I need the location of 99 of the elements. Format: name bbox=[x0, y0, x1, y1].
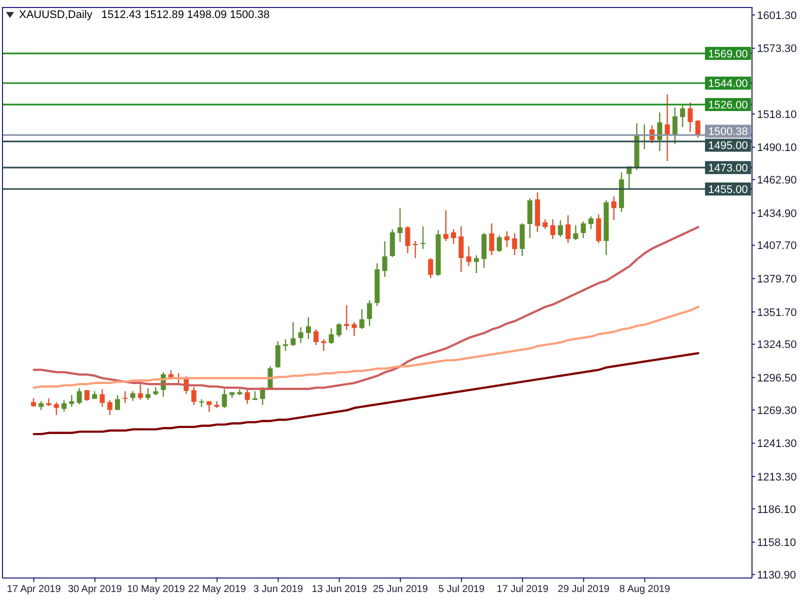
candlestick bbox=[122, 390, 128, 404]
candlestick bbox=[489, 222, 494, 256]
candlestick bbox=[54, 402, 59, 416]
ref-line-label: 1455.00 bbox=[708, 184, 748, 196]
candlestick bbox=[458, 226, 464, 273]
candlestick bbox=[352, 322, 357, 337]
chart-title: XAUUSD,Daily bbox=[19, 9, 92, 21]
candlestick bbox=[512, 232, 518, 256]
candlestick bbox=[550, 218, 556, 240]
candlestick bbox=[451, 228, 456, 245]
y-tick-label: 1407.70 bbox=[757, 240, 797, 252]
candlestick bbox=[443, 210, 448, 242]
y-tick-label: 1269.30 bbox=[757, 404, 797, 417]
y-tick-label: 1158.10 bbox=[757, 537, 796, 550]
candlestick bbox=[398, 208, 403, 243]
candlestick bbox=[206, 400, 212, 412]
candlestick bbox=[214, 400, 220, 408]
candlestick bbox=[672, 106, 678, 145]
candlestick bbox=[695, 120, 700, 138]
y-tick-label: 1351.70 bbox=[757, 306, 797, 319]
y-tick-label: 1573.30 bbox=[757, 43, 797, 56]
candlestick bbox=[382, 240, 388, 278]
x-tick-label: 17 Jul 2019 bbox=[496, 584, 549, 595]
y-tick-label: 1296.50 bbox=[757, 372, 797, 384]
y-tick-label: 1601.30 bbox=[757, 10, 797, 22]
candlestick bbox=[588, 216, 594, 230]
candlestick bbox=[191, 386, 196, 406]
candlestick bbox=[580, 220, 586, 239]
y-tick-label: 1324.50 bbox=[757, 339, 797, 352]
y-tick-label: 1462.90 bbox=[757, 174, 797, 187]
ref-line-label: 1495.00 bbox=[708, 140, 748, 152]
x-tick-label: 10 May 2019 bbox=[127, 584, 186, 595]
candlestick bbox=[611, 196, 616, 221]
candlestick bbox=[84, 390, 90, 402]
candlestick bbox=[107, 400, 112, 416]
candlestick bbox=[76, 388, 82, 405]
candlestick bbox=[359, 308, 364, 330]
x-tick-label: 29 Jul 2019 bbox=[558, 584, 610, 595]
candlestick bbox=[275, 340, 280, 369]
candlestick bbox=[306, 316, 311, 340]
x-tick-label: 13 Jun 2019 bbox=[312, 584, 368, 595]
candlestick bbox=[298, 326, 304, 344]
ref-line-label: 1544.00 bbox=[708, 78, 748, 90]
x-tick-label: 8 Aug 2019 bbox=[619, 584, 670, 595]
candlestick bbox=[428, 258, 434, 279]
candlestick bbox=[283, 338, 288, 352]
x-tick-label: 30 Apr 2019 bbox=[68, 584, 122, 595]
line-series bbox=[32, 352, 700, 436]
x-tick-label: 17 Apr 2019 bbox=[6, 584, 62, 595]
candlestick bbox=[336, 322, 342, 338]
x-tick-label: 5 Jul 2019 bbox=[438, 584, 485, 595]
candlestick bbox=[328, 328, 334, 344]
candlestick bbox=[244, 390, 250, 404]
ref-line-label: 1569.00 bbox=[708, 48, 748, 60]
candlestick bbox=[69, 394, 74, 408]
candlestick bbox=[344, 304, 350, 331]
y-tick-label: 1241.30 bbox=[757, 438, 797, 450]
candlestick bbox=[138, 384, 143, 401]
ref-line-label: 1473.00 bbox=[708, 162, 748, 175]
candlestick bbox=[566, 214, 571, 244]
candlestick bbox=[688, 102, 693, 133]
candlestick bbox=[558, 220, 563, 238]
candlestick bbox=[115, 394, 120, 411]
candlestick bbox=[314, 328, 319, 346]
candlestick bbox=[504, 230, 510, 248]
candlestick bbox=[420, 226, 426, 250]
candlestick bbox=[146, 388, 151, 401]
candlestick bbox=[474, 254, 479, 274]
y-tick-label: 1434.90 bbox=[757, 208, 797, 220]
candlestick bbox=[62, 400, 67, 412]
candlestick bbox=[405, 226, 410, 254]
candlestick bbox=[496, 234, 502, 253]
candlestick bbox=[290, 322, 296, 347]
y-tick-label: 1490.10 bbox=[757, 142, 797, 154]
y-tick-label: 1379.70 bbox=[757, 273, 797, 286]
x-tick-label: 22 May 2019 bbox=[188, 584, 246, 595]
candlestick bbox=[367, 300, 372, 327]
line-series bbox=[32, 226, 700, 390]
y-tick-label: 1213.30 bbox=[757, 471, 797, 484]
candlestick bbox=[527, 198, 532, 239]
candlestick bbox=[596, 214, 602, 244]
ref-line-label: 1526.00 bbox=[708, 100, 748, 112]
candlestick bbox=[573, 224, 578, 241]
candlestick bbox=[680, 104, 686, 128]
candlestick bbox=[466, 246, 472, 267]
candlestick bbox=[100, 388, 105, 408]
x-tick-label: 3 Jun 2019 bbox=[253, 584, 304, 595]
y-tick-label: 1518.10 bbox=[757, 108, 797, 121]
candlestick bbox=[390, 228, 395, 258]
y-tick-label: 1130.90 bbox=[757, 569, 796, 582]
chart-subtitle: 1512.43 1512.89 1498.09 1500.38 bbox=[101, 9, 270, 21]
candlestick bbox=[321, 338, 326, 352]
ref-line-label: 1500.38 bbox=[708, 126, 748, 138]
x-tick-label: 25 Jun 2019 bbox=[372, 584, 428, 595]
candlestick bbox=[542, 218, 548, 230]
candlestick bbox=[130, 390, 136, 402]
candlestick bbox=[412, 240, 418, 259]
y-tick-label: 1186.10 bbox=[757, 504, 796, 516]
candlestick bbox=[222, 388, 227, 408]
